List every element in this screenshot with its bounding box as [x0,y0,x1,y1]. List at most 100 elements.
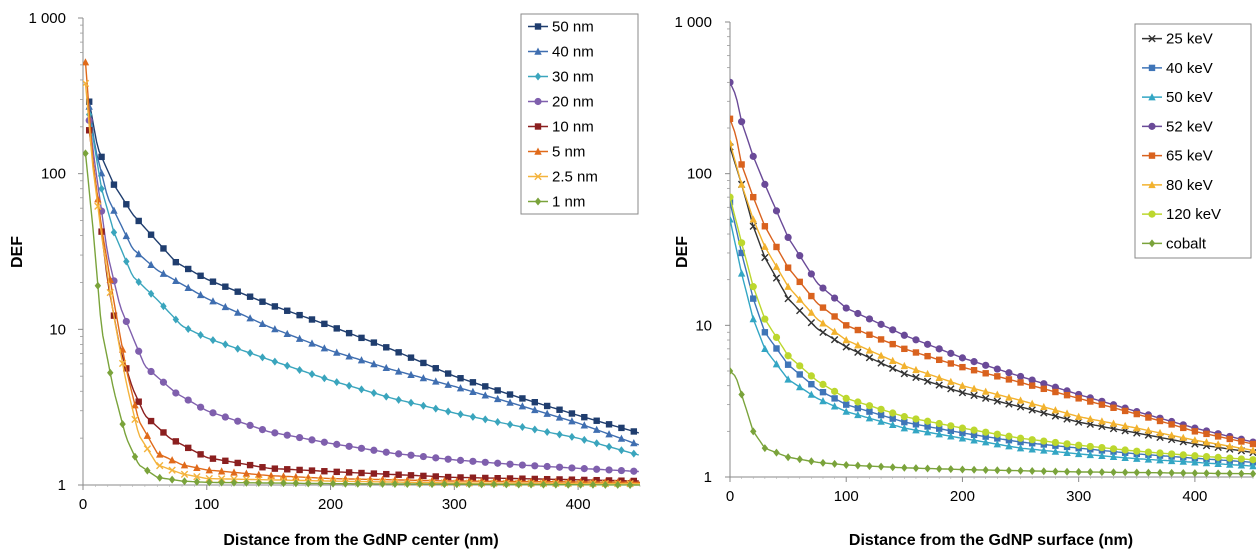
data-point [773,243,780,251]
data-point [234,459,241,467]
data-point [784,352,792,360]
data-point [1214,459,1222,468]
data-point [1238,469,1245,478]
data-point [1074,449,1083,458]
data-point [605,421,613,428]
data-point [958,434,967,442]
data-point [877,462,885,471]
data-point [494,474,501,482]
data-point [258,319,267,328]
x-tick-label: 300 [1066,488,1091,505]
data-point [866,462,873,471]
data-point [1191,458,1199,466]
data-point [556,406,563,413]
data-point [180,461,189,469]
data-point [85,98,93,105]
data-point [1028,445,1036,453]
data-point [506,460,514,468]
data-point [889,463,896,472]
data-point [1191,436,1199,444]
data-point [866,408,873,415]
legend-entry: 50 keV [1142,89,1213,106]
data-point [1087,398,1094,405]
data-point [135,217,142,225]
data-point [197,330,204,339]
data-point [196,403,205,411]
data-point [444,473,452,481]
data-point [568,410,576,417]
data-point [243,478,250,487]
data-point [209,455,217,462]
data-point [761,315,769,323]
data-point [308,436,316,444]
data-point [842,394,850,402]
data-point [469,387,477,395]
data-point [1180,469,1187,478]
data-point [772,274,781,282]
data-point [1075,467,1082,476]
data-point [320,344,329,352]
data-point [432,404,439,413]
data-point [168,466,176,474]
data-point [912,426,920,434]
legend-marker [534,47,542,55]
data-point [592,425,601,433]
data-point [617,466,626,475]
legend-entry: 20 nm [528,94,594,111]
legend-entry: 65 keV [1142,148,1213,165]
data-point [842,336,850,344]
data-point [970,367,978,374]
data-point [1074,418,1083,426]
data-point [255,478,262,487]
data-point [936,425,943,432]
data-point [970,436,978,444]
data-point [543,475,551,483]
data-point [854,309,862,318]
data-point [877,411,885,419]
data-point [630,439,638,447]
series-2 [85,102,640,447]
data-point [168,456,176,464]
data-point [391,475,399,484]
data-point [819,284,827,292]
data-point [404,479,411,488]
data-point [865,315,874,323]
data-point [831,395,838,402]
data-point [737,269,746,277]
data-point [107,368,114,377]
data-point [1226,435,1233,443]
data-point [958,354,967,362]
data-point [143,445,152,453]
data-point [819,397,827,405]
series-line [730,118,1254,445]
data-point [135,277,142,286]
data-point [1040,409,1048,417]
data-point [1005,437,1013,444]
data-point [970,384,978,392]
data-point [221,413,229,421]
series-3 [85,110,639,458]
data-point [345,469,353,476]
data-point [993,397,1002,405]
data-point [160,302,167,311]
x-axis-title: Distance from the GdNP center (nm) [223,532,498,549]
data-point [354,479,361,488]
data-point [407,370,415,378]
data-point [482,383,489,390]
legend-marker [534,123,542,130]
data-point [1214,453,1222,461]
data-point [912,421,920,428]
data-point [531,475,538,483]
data-point [1109,452,1118,460]
data-point [147,417,155,425]
data-point [1179,451,1187,459]
data-point [1075,441,1083,449]
data-point [730,193,734,201]
data-point [947,427,955,435]
data-point [420,472,427,480]
data-point [531,462,539,470]
legend-label: 50 keV [1166,89,1213,106]
data-point [1203,469,1210,478]
data-point [333,468,340,476]
